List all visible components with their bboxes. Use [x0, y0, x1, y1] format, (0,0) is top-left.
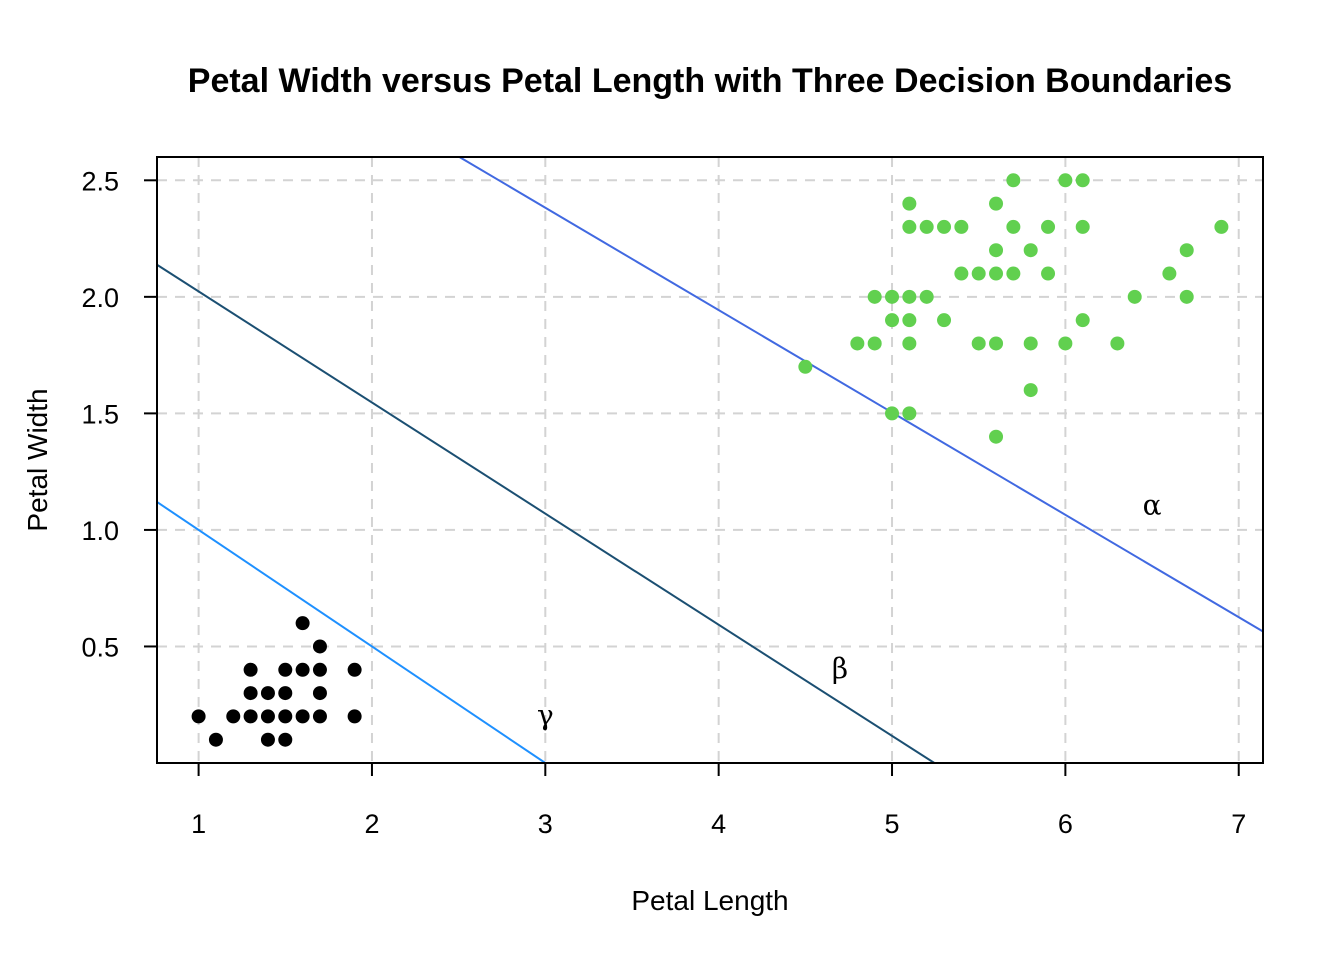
data-point: [902, 313, 917, 328]
data-point: [347, 709, 362, 724]
data-point: [243, 662, 258, 677]
data-point: [191, 709, 206, 724]
data-point: [1006, 173, 1021, 188]
data-point: [902, 406, 917, 421]
data-point: [1075, 219, 1090, 234]
data-point: [937, 219, 952, 234]
data-point: [278, 709, 293, 724]
data-point: [1058, 173, 1073, 188]
decision-boundary-line: [156, 501, 546, 764]
data-point: [1023, 336, 1038, 351]
data-point: [954, 219, 969, 234]
y-tick-label: 1.0: [81, 516, 119, 546]
data-point: [295, 709, 310, 724]
data-point: [1214, 219, 1229, 234]
data-point: [1058, 336, 1073, 351]
y-axis: 0.5 1.0 1.5 2.0 2.5: [81, 166, 157, 662]
boundary-label: β: [832, 652, 848, 685]
x-axis-label: Petal Length: [631, 885, 788, 916]
data-point: [1075, 313, 1090, 328]
data-point: [226, 709, 241, 724]
x-tick-label: 7: [1231, 809, 1246, 839]
x-axis: 1 2 3 4 5 6 7: [191, 763, 1246, 839]
boundary-label: γ: [537, 698, 554, 731]
data-point: [1127, 289, 1142, 304]
data-point: [989, 243, 1004, 258]
data-point: [278, 662, 293, 677]
data-point: [798, 359, 813, 374]
chart-title: Petal Width versus Petal Length with Thr…: [188, 62, 1232, 100]
data-point: [902, 196, 917, 211]
data-point: [1179, 243, 1194, 258]
data-point: [208, 732, 223, 747]
data-point: [867, 336, 882, 351]
data-point: [1006, 219, 1021, 234]
x-tick-label: 1: [191, 809, 206, 839]
data-point: [989, 336, 1004, 351]
boundary-label: α: [1143, 489, 1162, 522]
data-point: [1179, 289, 1194, 304]
data-point: [278, 732, 293, 747]
x-tick-label: 4: [711, 809, 726, 839]
data-point: [260, 709, 275, 724]
y-tick-label: 0.5: [81, 632, 119, 662]
data-point: [295, 662, 310, 677]
y-axis-label: Petal Width: [22, 388, 53, 531]
y-tick-label: 2.0: [81, 283, 119, 313]
data-point: [902, 289, 917, 304]
data-point: [989, 196, 1004, 211]
data-point: [885, 406, 900, 421]
data-point: [312, 662, 327, 677]
data-point: [885, 289, 900, 304]
data-point: [971, 336, 986, 351]
x-tick-label: 6: [1058, 809, 1073, 839]
y-tick-label: 2.5: [81, 166, 119, 196]
data-points: [191, 173, 1229, 747]
data-point: [971, 266, 986, 281]
data-point: [312, 686, 327, 701]
data-point: [989, 429, 1004, 444]
data-point: [278, 686, 293, 701]
data-point: [243, 686, 258, 701]
data-point: [295, 616, 310, 631]
plot-area-frame: [156, 156, 1264, 764]
decision-boundaries: [156, 156, 1264, 764]
data-point: [1041, 219, 1056, 234]
x-tick-label: 2: [364, 809, 379, 839]
data-point: [260, 686, 275, 701]
data-point: [243, 709, 258, 724]
data-point: [919, 219, 934, 234]
x-tick-label: 3: [538, 809, 553, 839]
data-point: [260, 732, 275, 747]
data-point: [1110, 336, 1125, 351]
data-point: [312, 709, 327, 724]
boundary-labels: α β γ: [537, 489, 1162, 732]
data-point: [1075, 173, 1090, 188]
x-tick-label: 5: [885, 809, 900, 839]
data-point: [312, 639, 327, 654]
data-point: [1162, 266, 1177, 281]
data-point: [867, 289, 882, 304]
y-tick-label: 1.5: [81, 399, 119, 429]
data-point: [937, 313, 952, 328]
data-point: [902, 336, 917, 351]
data-point: [1023, 243, 1038, 258]
decision-boundary-line: [156, 263, 935, 764]
data-point: [1023, 383, 1038, 398]
data-point: [919, 289, 934, 304]
decision-boundary-line: [458, 156, 1264, 633]
data-point: [1041, 266, 1056, 281]
data-point: [885, 313, 900, 328]
data-point: [347, 662, 362, 677]
data-point: [954, 266, 969, 281]
data-point: [1006, 266, 1021, 281]
data-point: [850, 336, 865, 351]
data-point: [902, 219, 917, 234]
data-point: [989, 266, 1004, 281]
